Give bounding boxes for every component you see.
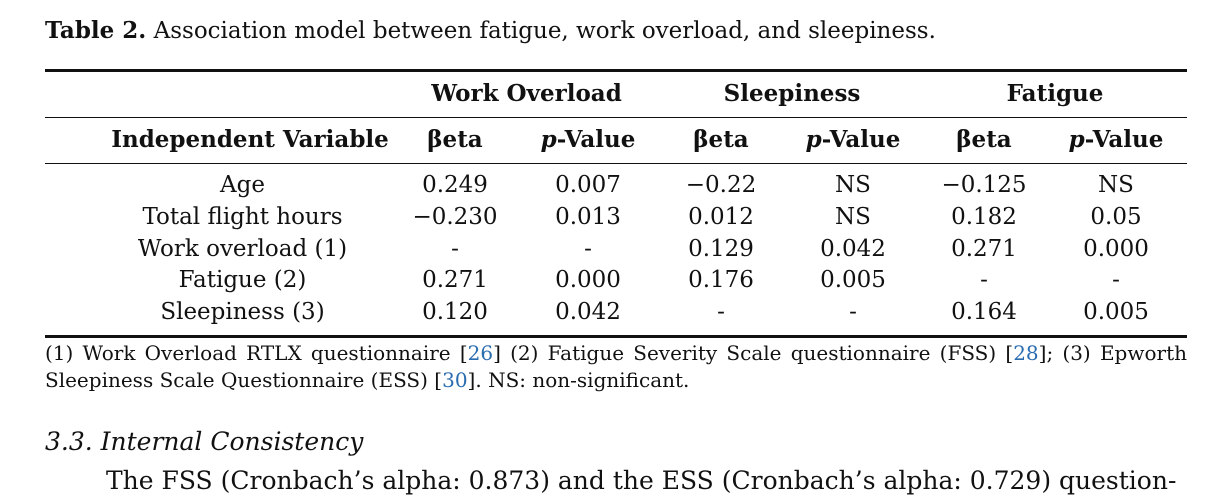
citation-link[interactable]: 28 [1013,341,1039,365]
row-label: Age [220,172,265,198]
cell-value: 0.271 [422,267,488,293]
row-label: Sleepiness (3) [160,299,325,325]
cell-value: - [717,299,725,325]
cell-value: - [584,236,592,262]
column-header-independent-variable: Independent Variable [111,126,389,153]
group-header-sleepiness: Sleepiness [723,80,861,107]
cell-value: - [1112,267,1120,293]
cell-value: 0.005 [820,267,886,293]
cell-value: −0.125 [941,172,1027,198]
cell-value: 0.271 [951,236,1017,262]
cell-value: 0.249 [422,172,488,198]
cell-value: 0.05 [1090,204,1142,230]
cell-value: 0.007 [555,172,621,198]
column-header-p-value: p-Value [1068,126,1164,153]
cell-value: 0.129 [688,236,754,262]
cell-value: 0.000 [1083,236,1149,262]
column-header-beta: βeta [956,126,1012,153]
cell-value: NS [835,172,871,198]
table-caption-label: Table 2. [45,17,147,44]
cell-value: 0.176 [688,267,754,293]
row-label: Total flight hours [142,204,343,230]
cell-value: 0.012 [688,204,754,230]
cell-value: 0.182 [951,204,1017,230]
table-bottom-rule [45,335,1187,338]
cell-value: −0.22 [685,172,757,198]
table-caption: Table 2. Association model between fatig… [45,17,936,44]
cell-value: - [451,236,459,262]
cell-value: 0.042 [820,236,886,262]
paragraph-text: The FSS (Cronbach’s alpha: 0.873) and th… [106,466,1177,495]
cell-value: 0.005 [1083,299,1149,325]
row-label: Work overload (1) [137,236,348,262]
cell-value: - [849,299,857,325]
group-header-fatigue: Fatigue [1006,80,1104,107]
table-top-rule [45,69,1187,72]
cell-value: 0.164 [951,299,1017,325]
cell-value: 0.000 [555,267,621,293]
column-header-p-value: p-Value [540,126,636,153]
group-header-work-overload: Work Overload [431,80,622,107]
table-column-rule [45,163,1187,164]
cell-value: 0.042 [555,299,621,325]
cell-value: NS [1098,172,1134,198]
column-header-beta: βeta [427,126,483,153]
table-footnote: (1) Work Overload RTLX questionnaire [26… [45,341,1187,392]
cell-value: 0.013 [555,204,621,230]
cell-value: NS [835,204,871,230]
table-header-rule [45,117,1187,118]
section-heading: 3.3. Internal Consistency [45,427,364,456]
cell-value: 0.120 [422,299,488,325]
citation-link[interactable]: 26 [467,341,494,365]
table-caption-text: Association model between fatigue, work … [153,18,936,44]
citation-link[interactable]: 30 [442,368,468,392]
cell-value: −0.230 [412,204,498,230]
cell-value: - [980,267,988,293]
column-header-p-value: p-Value [805,126,901,153]
column-header-beta: βeta [693,126,749,153]
row-label: Fatigue (2) [178,267,307,293]
